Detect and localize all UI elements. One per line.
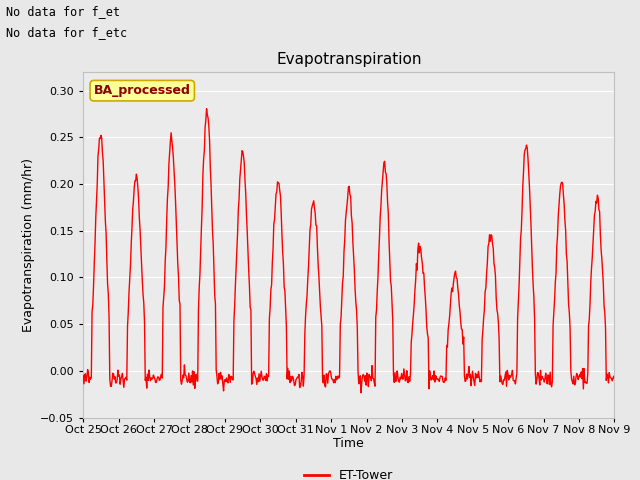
Legend: ET-Tower: ET-Tower <box>299 464 399 480</box>
Text: No data for f_etc: No data for f_etc <box>6 26 127 39</box>
Text: No data for f_et: No data for f_et <box>6 5 120 18</box>
Title: Evapotranspiration: Evapotranspiration <box>276 52 422 67</box>
Text: BA_processed: BA_processed <box>94 84 191 97</box>
X-axis label: Time: Time <box>333 437 364 450</box>
Y-axis label: Evapotranspiration (mm/hr): Evapotranspiration (mm/hr) <box>22 158 35 332</box>
